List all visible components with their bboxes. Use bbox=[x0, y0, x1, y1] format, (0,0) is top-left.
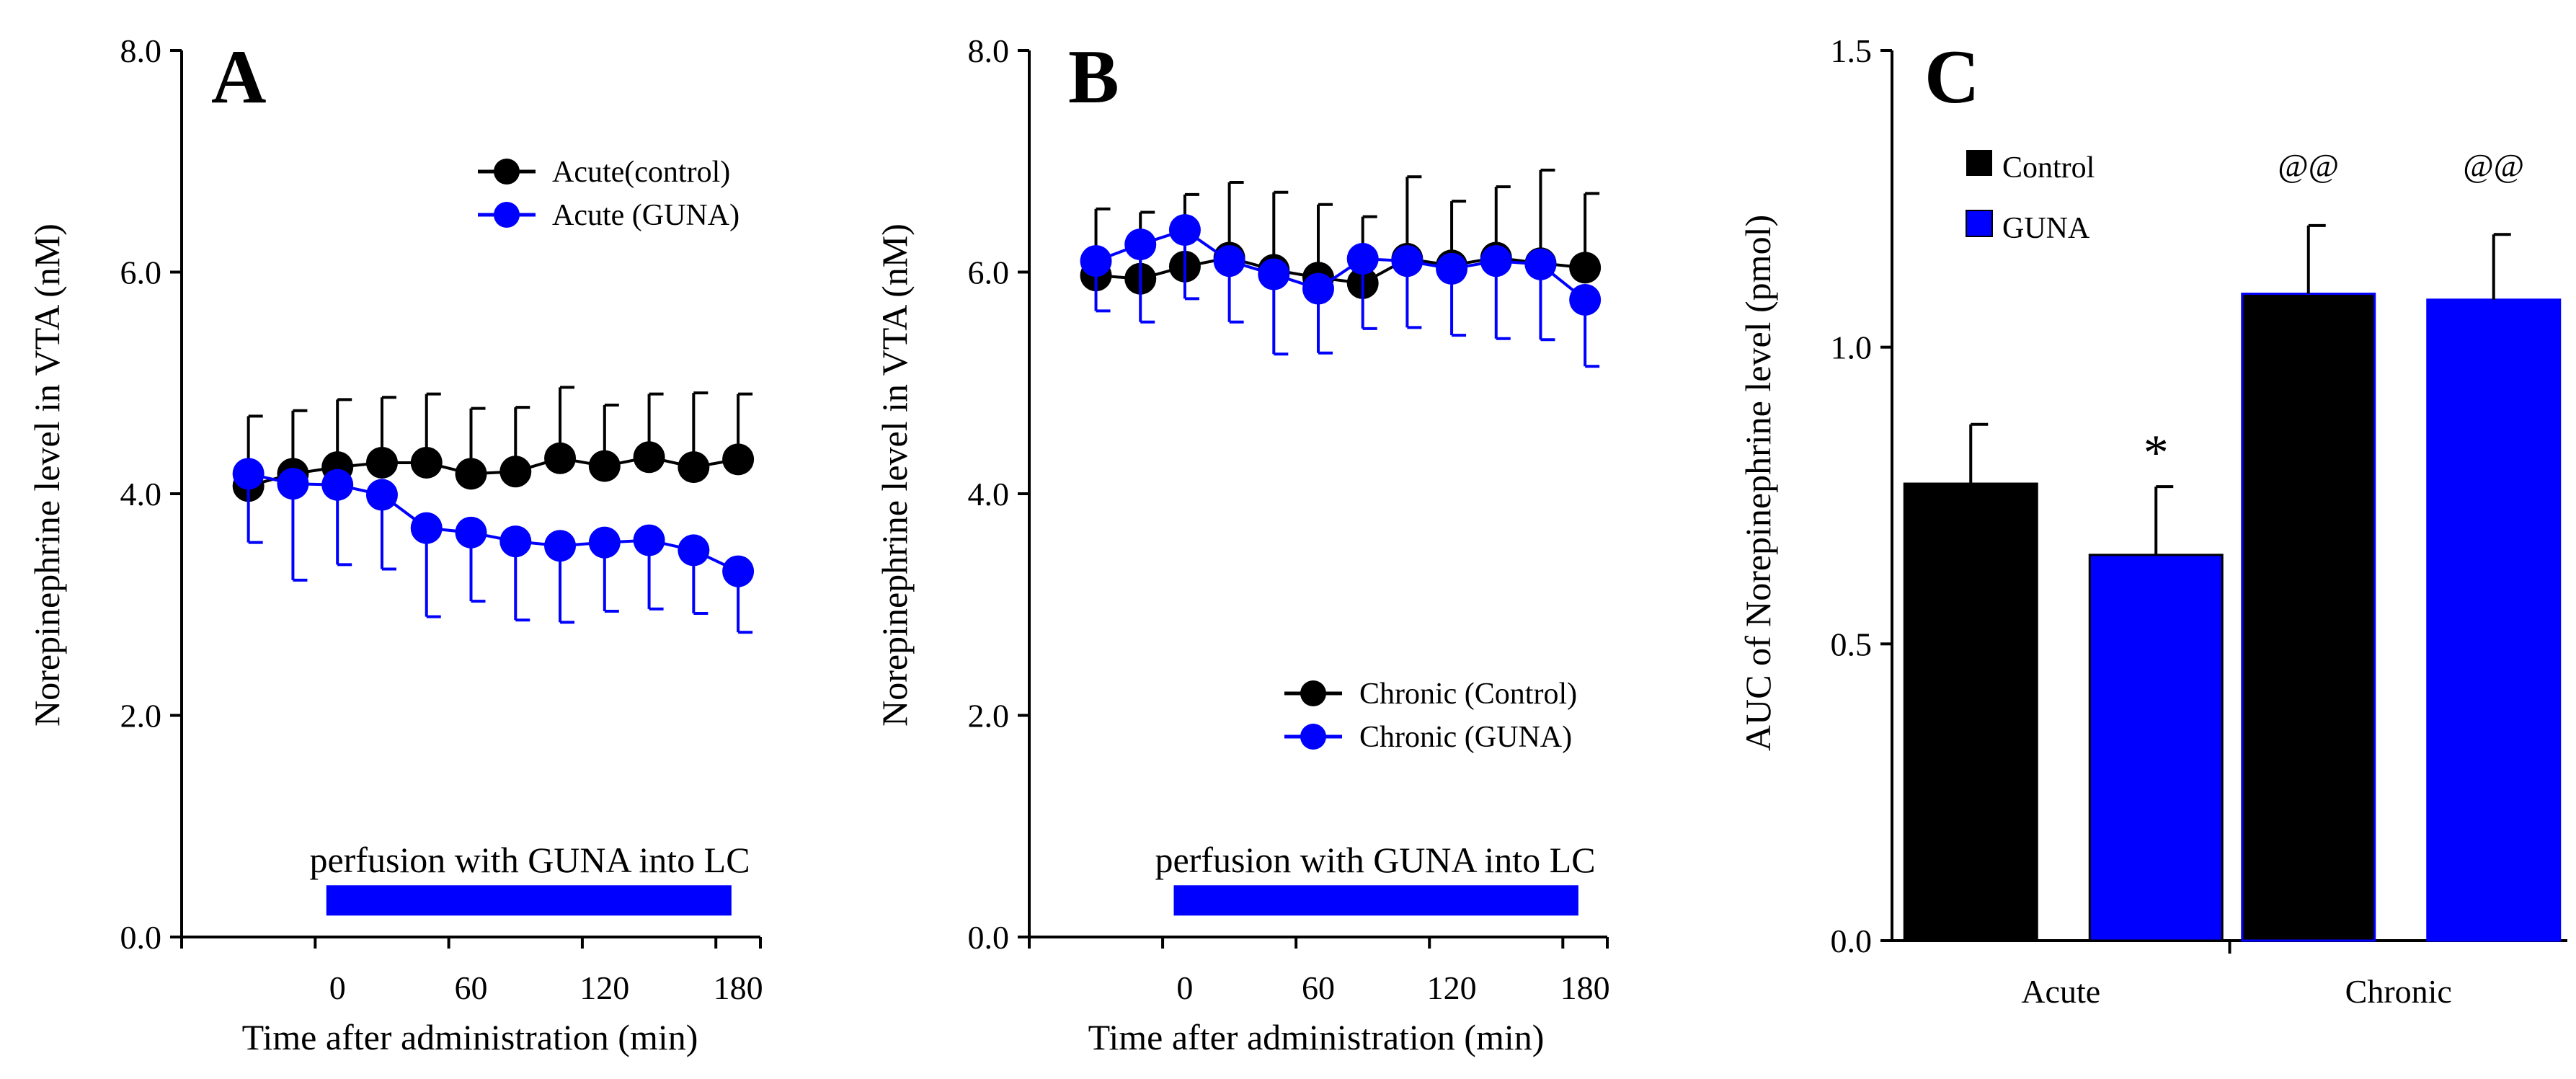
panel-b-guna-point bbox=[1080, 245, 1112, 277]
panel-b-line-chart: B Norepinephrine level in VTA (nM) Time … bbox=[874, 32, 1610, 1057]
panel-a-y-axis-title: Norepinephrine level in VTA (nM) bbox=[27, 223, 67, 727]
panel-b-y-tick-label: 2.0 bbox=[968, 698, 1010, 734]
panel-c-significance-mark: @@ bbox=[2278, 147, 2339, 184]
panel-b-letter: B bbox=[1068, 35, 1119, 119]
panel-b-legend-marker-guna bbox=[1300, 724, 1326, 750]
panel-b-y-tick-label: 0.0 bbox=[968, 919, 1010, 956]
panel-a-control-point bbox=[455, 458, 487, 490]
panel-b-guna-point bbox=[1302, 272, 1334, 305]
panel-a-control-point bbox=[499, 456, 532, 488]
panel-b-guna-point bbox=[1168, 214, 1201, 247]
panel-b-guna-point bbox=[1524, 248, 1557, 280]
panel-a-guna-point bbox=[455, 516, 487, 549]
panel-a-guna-point bbox=[588, 526, 621, 559]
panel-a-guna-point bbox=[277, 468, 309, 500]
panel-a-y-tick-label: 8.0 bbox=[120, 32, 162, 69]
panel-b-guna-point bbox=[1124, 228, 1157, 261]
panel-a-control-point bbox=[722, 443, 755, 476]
panel-a-x-axis-title: Time after administration (min) bbox=[242, 1017, 698, 1057]
panel-b-y-tick-label: 8.0 bbox=[968, 32, 1010, 69]
panel-c-y-axis-title: AUC of Norepinephrine level (pmol) bbox=[1738, 215, 1778, 751]
panel-c-category-label: Chronic bbox=[2345, 973, 2452, 1010]
panel-a-legend-marker-control bbox=[494, 159, 520, 185]
panel-a-x-tick-label: 180 bbox=[714, 969, 763, 1006]
panel-b-x-axis-title: Time after administration (min) bbox=[1088, 1017, 1545, 1057]
panel-b-y-axis-title: Norepinephrine level in VTA (nM) bbox=[874, 223, 915, 727]
panel-c-y-tick-label: 1.0 bbox=[1831, 329, 1873, 366]
panel-a-legend-marker-guna bbox=[494, 202, 520, 228]
panel-c-letter: C bbox=[1924, 35, 1980, 119]
panel-b-guna-point bbox=[1258, 258, 1290, 290]
panel-c-control-bar bbox=[2241, 293, 2376, 942]
panel-c-legend-swatch-guna bbox=[1966, 210, 1993, 237]
panel-c-y-tick-label: 0.0 bbox=[1831, 923, 1873, 959]
panel-a-control-point bbox=[678, 451, 710, 484]
panel-c-bar-chart: C AUC of Norepinephrine level (pmol) Con… bbox=[1738, 32, 2567, 1010]
panel-c-significance-mark: * bbox=[2144, 425, 2169, 481]
panel-a-x-tick-label: 60 bbox=[455, 969, 488, 1006]
panel-b-x-tick-label: 60 bbox=[1302, 969, 1335, 1006]
panel-a-control-point bbox=[365, 446, 398, 479]
panel-a-y-tick-label: 4.0 bbox=[120, 476, 162, 512]
panel-b-x-tick-label: 0 bbox=[1176, 969, 1193, 1006]
panel-b-guna-point bbox=[1213, 245, 1245, 277]
panel-c-control-bar bbox=[1903, 482, 2038, 942]
panel-b-perfusion-bar bbox=[1173, 885, 1578, 916]
panel-c-legend-label-guna: GUNA bbox=[2002, 212, 2090, 245]
panel-a-guna-point bbox=[365, 479, 398, 511]
panel-c-guna-bar bbox=[2426, 298, 2562, 942]
panel-a-letter: A bbox=[211, 35, 267, 119]
panel-a-perfusion-label: perfusion with GUNA into LC bbox=[309, 840, 750, 880]
panel-a-control-point bbox=[410, 446, 443, 479]
panel-a-guna-point bbox=[722, 555, 755, 587]
panel-c-legend-label-control: Control bbox=[2002, 151, 2095, 185]
panel-a-control-point bbox=[588, 450, 621, 482]
panel-a-guna-point bbox=[544, 530, 577, 562]
panel-a-guna-point bbox=[499, 525, 532, 558]
panel-c-y-tick-label: 1.5 bbox=[1831, 32, 1873, 69]
panel-c-guna-bar bbox=[2088, 554, 2224, 942]
panel-c-y-tick-label: 0.5 bbox=[1831, 626, 1873, 662]
panel-a-control-point bbox=[633, 441, 665, 474]
panel-a-guna-point bbox=[321, 469, 354, 501]
panel-a-control-point bbox=[544, 442, 577, 474]
panel-b-x-tick-label: 120 bbox=[1427, 969, 1477, 1006]
panel-a-x-tick-label: 0 bbox=[329, 969, 346, 1006]
panel-a-guna-point bbox=[232, 458, 265, 490]
panel-a-x-tick-label: 120 bbox=[579, 969, 629, 1006]
panel-b-guna-point bbox=[1569, 283, 1602, 316]
panel-b-y-tick-label: 4.0 bbox=[968, 476, 1010, 512]
panel-b-y-tick-label: 6.0 bbox=[968, 254, 1010, 291]
panel-a-legend: Acute(control) Acute (GUNA) bbox=[478, 156, 740, 232]
panel-c-legend-swatch-control bbox=[1966, 150, 1992, 176]
panel-b-legend-label-control: Chronic (Control) bbox=[1359, 678, 1577, 711]
panel-b-x-tick-label: 180 bbox=[1560, 969, 1610, 1006]
panel-a-guna-point bbox=[678, 534, 710, 567]
panel-a-guna-point bbox=[410, 512, 443, 544]
panel-a-y-tick-label: 6.0 bbox=[120, 254, 162, 291]
panel-b-guna-point bbox=[1346, 243, 1379, 275]
panel-a-legend-label-guna: Acute (GUNA) bbox=[552, 199, 740, 232]
panel-c-significance-mark: @@ bbox=[2463, 147, 2524, 184]
panel-b-control-point bbox=[1569, 252, 1602, 284]
panel-b-legend-label-guna: Chronic (GUNA) bbox=[1359, 721, 1572, 754]
panel-a-perfusion-bar bbox=[326, 885, 732, 916]
panel-b-perfusion-label: perfusion with GUNA into LC bbox=[1155, 840, 1595, 880]
panel-a-legend-label-control: Acute(control) bbox=[552, 156, 730, 189]
panel-a-y-tick-label: 0.0 bbox=[120, 919, 162, 956]
panel-b-legend-marker-control bbox=[1300, 680, 1326, 706]
panel-a-line-chart: A Norepinephrine level in VTA (nM) Time … bbox=[27, 32, 763, 1057]
panel-c-legend: Control GUNA bbox=[1966, 150, 2095, 245]
panel-b-guna-point bbox=[1391, 245, 1424, 277]
panel-b-legend: Chronic (Control) Chronic (GUNA) bbox=[1284, 678, 1577, 754]
panel-c-category-label: Acute bbox=[2021, 973, 2100, 1010]
panel-b-guna-point bbox=[1480, 245, 1512, 277]
panel-a-y-tick-label: 2.0 bbox=[120, 698, 162, 734]
panel-b-guna-point bbox=[1436, 252, 1468, 285]
panel-a-guna-point bbox=[633, 524, 665, 556]
